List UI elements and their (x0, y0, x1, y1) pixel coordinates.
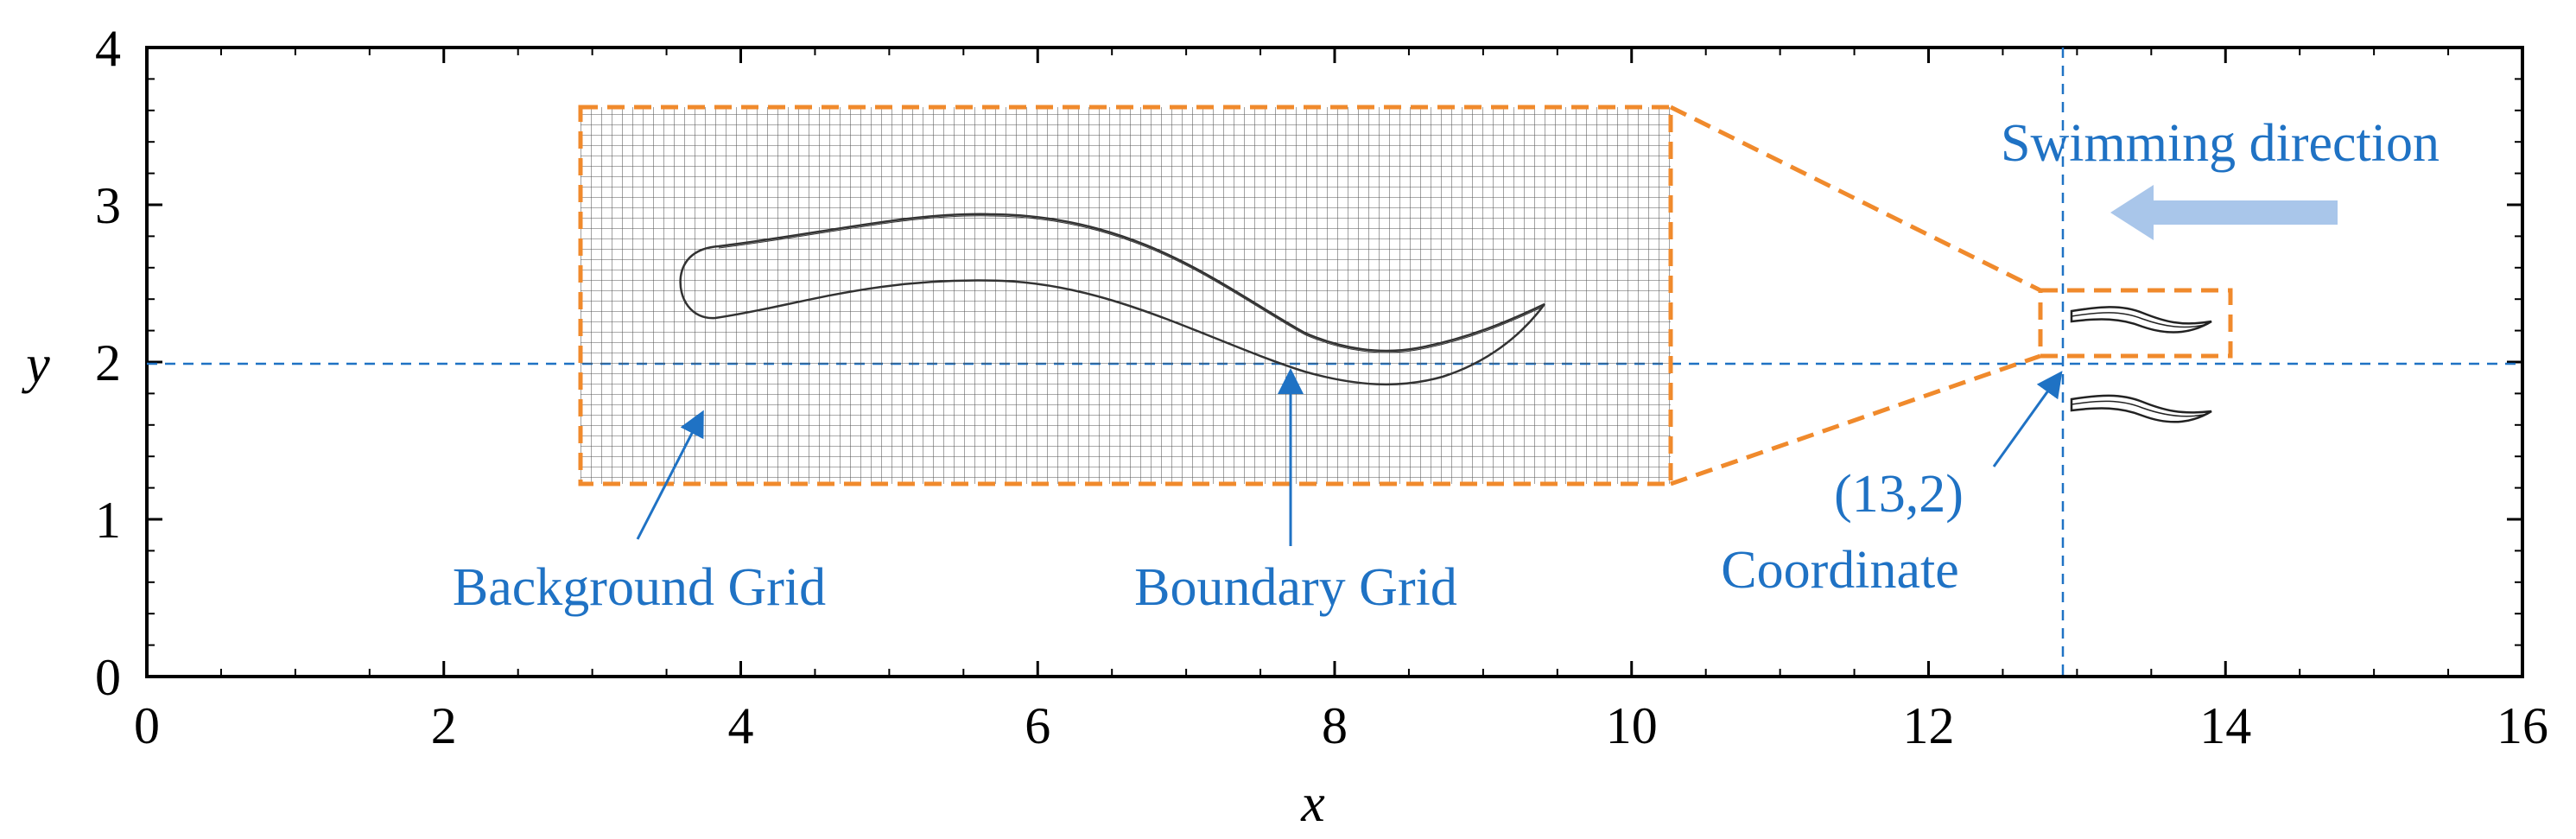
zoom-connector-bottom (1670, 353, 2041, 486)
coordinate-pointer (1992, 371, 2063, 467)
x-tick-label: 16 (2497, 697, 2548, 754)
y-axis-title: y (21, 335, 50, 394)
y-tick-label: 1 (95, 492, 121, 549)
y-tick-label: 0 (95, 649, 121, 706)
x-tick-label: 2 (431, 697, 457, 754)
x-tick-label: 12 (1903, 697, 1955, 754)
small-fish-box (2038, 288, 2233, 359)
fish-body-inner-outline (718, 215, 1542, 353)
inset-frame (578, 105, 1673, 486)
background-grid-mesh (581, 107, 1671, 484)
y-axis-major-ticks (147, 46, 2522, 678)
y-axis-minor-ticks (147, 78, 2522, 646)
coordinate-value-label: (13,2) (1834, 465, 1964, 524)
x-tick-label: 4 (728, 697, 754, 754)
y-tick-label: 4 (95, 20, 121, 77)
small-fish-upper-inner (2071, 312, 2209, 328)
small-fish-lower-inner (2071, 400, 2209, 417)
boundary-grid-label: Boundary Grid (1134, 558, 1457, 617)
x-tick-label: 6 (1025, 697, 1050, 754)
small-fish-upper (2070, 306, 2212, 334)
x-tick-label: 0 (134, 697, 160, 754)
x-axis-major-ticks (145, 48, 2524, 677)
y-tick-label: 2 (95, 334, 121, 391)
fish-body-outline (679, 213, 1546, 386)
swimming-direction-label: Swimming direction (2001, 114, 2440, 173)
y-axis-tick-labels: 0 1 2 3 4 (95, 20, 121, 706)
y-tick-label: 3 (95, 177, 121, 234)
zoom-connector-top (1669, 105, 2042, 293)
x-tick-label: 8 (1322, 697, 1348, 754)
background-grid-pointer (636, 410, 704, 540)
coordinate-label: Coordinate (1721, 541, 1959, 600)
x-tick-label: 14 (2199, 697, 2251, 754)
x-axis-tick-labels: 0 2 4 6 8 10 12 14 16 (134, 697, 2548, 754)
x-tick-label: 10 (1606, 697, 1658, 754)
x-axis-title: x (1300, 774, 1325, 833)
background-grid-label: Background Grid (453, 558, 826, 617)
small-fish-lower (2070, 394, 2212, 423)
swimming-direction-arrow (2110, 185, 2338, 240)
x-axis-minor-ticks (219, 48, 2450, 677)
